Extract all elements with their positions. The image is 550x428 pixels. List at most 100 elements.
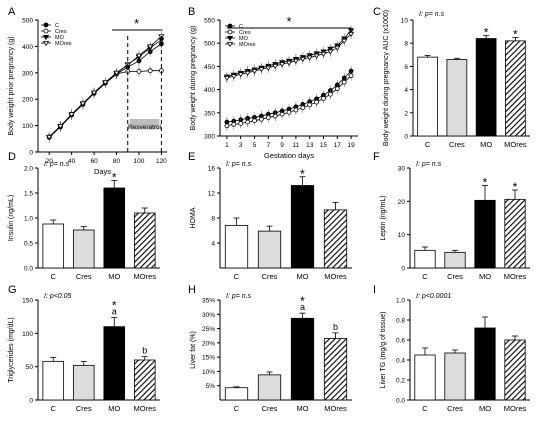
panel-letter: G <box>8 284 17 296</box>
y-axis-title: Insulin (ng/mL) <box>8 195 15 241</box>
y-axis-title: Liver TG (mg/g of tissue) <box>380 312 387 389</box>
legend-marker-C <box>227 23 233 29</box>
y-tick-label: 16 <box>208 166 216 173</box>
data-point-MOres <box>135 53 143 59</box>
treatment-label: Resveratrol <box>128 124 162 131</box>
data-point-Cres <box>314 99 320 105</box>
data-point-MOres <box>244 70 251 77</box>
x-tick-label: Cres <box>76 404 92 413</box>
y-tick-label: 0.4 <box>396 358 405 365</box>
y-tick-label: 100 <box>22 331 33 338</box>
data-point-MOres <box>147 44 154 50</box>
x-tick-label: 19 <box>347 142 355 149</box>
x-tick-label: C <box>51 404 57 413</box>
significance-star: * <box>286 14 291 29</box>
y-tick-label: 400 <box>204 87 215 94</box>
panel-letter: A <box>8 6 16 18</box>
data-point-Cres <box>238 121 244 126</box>
y-tick-label: 1.5 <box>24 191 33 198</box>
y-tick-label: 10% <box>202 369 215 376</box>
y-tick-label: 0.0 <box>396 398 405 405</box>
data-point-MOres <box>46 134 53 141</box>
data-point-MOres <box>299 56 306 63</box>
stat-label: I: p= n.s <box>419 11 445 18</box>
x-axis-title: Gestation days <box>264 151 314 160</box>
data-point-MOres <box>334 45 341 52</box>
x-tick-label: C <box>234 272 240 281</box>
bar-MO <box>290 185 315 269</box>
y-axis-title: HOMA <box>190 207 197 228</box>
stat-label: I: p= n.s <box>44 161 70 168</box>
data-point-MOres <box>278 62 286 68</box>
x-tick-label: MO <box>296 404 308 413</box>
y-axis-title: Leptin (ng/mL) <box>380 195 387 240</box>
y-tick-label: 5% <box>206 383 216 390</box>
y-tick-label: 8 <box>211 216 215 223</box>
data-point-MOres <box>251 69 258 75</box>
data-point-MOres <box>90 90 98 96</box>
y-tick-label: 500 <box>22 18 33 25</box>
bar-C <box>224 387 249 401</box>
y-tick-label: 0.5 <box>24 241 33 248</box>
bar-annotation: a <box>300 302 305 312</box>
data-point-MOres <box>113 70 120 76</box>
bar-annotation: b <box>142 346 147 356</box>
data-point-Cres <box>258 116 264 122</box>
treatment-box <box>129 119 160 130</box>
x-tick-label: Cres <box>447 272 463 281</box>
data-point-MOres <box>320 51 327 58</box>
data-point-MOres <box>272 63 279 70</box>
x-axis-title: Days <box>94 167 111 176</box>
x-tick-label: MO <box>480 140 492 149</box>
bar-C <box>42 223 65 269</box>
y-tick-label: 450 <box>204 64 215 71</box>
legend-label: MO <box>239 36 249 42</box>
panel-letter: C <box>373 6 381 18</box>
y-tick-label: 100 <box>22 123 33 130</box>
x-tick-label: Cres <box>449 140 465 149</box>
x-tick-label: Cres <box>447 404 463 413</box>
data-point-Cres <box>341 79 347 85</box>
x-tick-label: C <box>425 140 431 149</box>
x-tick-label: MOres <box>504 140 527 149</box>
y-tick-label: 25% <box>202 326 215 333</box>
x-tick-label: 80 <box>113 158 121 165</box>
legend-marker-MOres <box>42 41 50 47</box>
bar-annotation: * <box>112 171 117 185</box>
x-tick-label: MO <box>479 272 491 281</box>
x-tick-label: 17 <box>334 142 342 149</box>
y-tick-label: 400 <box>22 44 33 51</box>
bar-MOres <box>323 209 348 269</box>
data-point-Cres <box>293 107 299 113</box>
y-tick-label: 0.8 <box>396 318 405 325</box>
bar-MO <box>103 326 126 401</box>
data-point-Cres <box>279 111 285 117</box>
data-point-Cres <box>286 109 292 115</box>
bar-annotation: a <box>112 306 117 316</box>
x-tick-label: 20 <box>46 158 54 165</box>
y-tick-label: 350 <box>204 110 215 117</box>
x-tick-label: 60 <box>90 158 98 165</box>
bar-annotation: * <box>513 27 518 41</box>
y-tick-label: 0 <box>29 150 33 157</box>
data-point-MOres <box>68 112 75 118</box>
x-tick-label: Cres <box>262 404 278 413</box>
data-point-MOres <box>341 38 348 45</box>
bar-MO <box>474 327 496 401</box>
bar-MO <box>290 317 315 401</box>
y-tick-label: 0 <box>401 266 405 273</box>
data-point-MOres <box>292 58 300 65</box>
data-point-MOres <box>347 31 355 38</box>
bar-MOres <box>323 338 348 401</box>
legend-label: C <box>55 23 59 29</box>
bar-MOres <box>133 359 156 401</box>
data-point-Cres <box>307 102 313 108</box>
data-point-Cres <box>231 122 237 127</box>
y-axis-title: Triglycerides (mg/dL) <box>8 317 15 382</box>
bar-C <box>414 354 436 401</box>
legend-marker-Cres <box>43 28 49 34</box>
legend-label: MOres <box>55 41 72 47</box>
y-tick-label: 500 <box>204 41 215 48</box>
y-axis-title: Liver fat (%) <box>190 331 197 369</box>
bar-annotation: * <box>484 26 489 40</box>
